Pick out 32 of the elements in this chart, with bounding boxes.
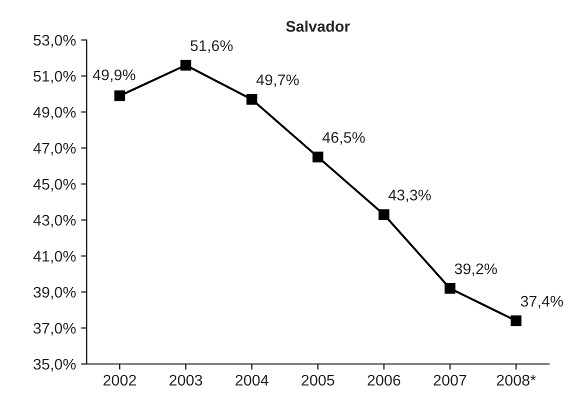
data-label: 39,2%	[454, 263, 497, 276]
y-tick-label: 43,0%	[33, 214, 76, 228]
x-tick-label: 2008*	[496, 374, 536, 386]
x-tick-label: 2007	[434, 374, 466, 386]
point	[114, 90, 126, 102]
y-tick-label: 45,0%	[33, 178, 76, 192]
y-tick-label: 49,0%	[33, 106, 76, 120]
data-label: 49,7%	[256, 74, 299, 88]
point	[246, 94, 258, 105]
point	[444, 283, 456, 294]
x-tick-label: 2002	[104, 374, 136, 386]
data-label: 43,3%	[388, 190, 431, 202]
x-tick-label: 2005	[302, 374, 334, 386]
y-tick-label: 47,0%	[33, 142, 76, 156]
data-label: 49,9%	[92, 69, 136, 82]
y-tick-label: 35,0%	[34, 358, 76, 372]
data-label: 46,5%	[322, 132, 365, 145]
x-tick-label: 2004	[236, 374, 268, 386]
point	[510, 315, 522, 326]
y-tick-label: 51,0%	[34, 70, 76, 84]
data-label: 51,6%	[190, 40, 233, 53]
point	[180, 60, 192, 71]
y-tick-label: 39,0%	[34, 286, 76, 300]
point	[378, 209, 390, 220]
y-tick-label: 53,0%	[34, 34, 76, 48]
y-tick-label: 37,0%	[34, 322, 76, 336]
y-tick-label: 41,0%	[33, 250, 76, 264]
data-label: 37,4%	[520, 296, 564, 308]
x-tick-label: 2003	[170, 374, 202, 386]
chart-title: Salvador	[286, 20, 350, 32]
point	[312, 152, 324, 162]
x-tick-label: 2006	[368, 374, 400, 386]
